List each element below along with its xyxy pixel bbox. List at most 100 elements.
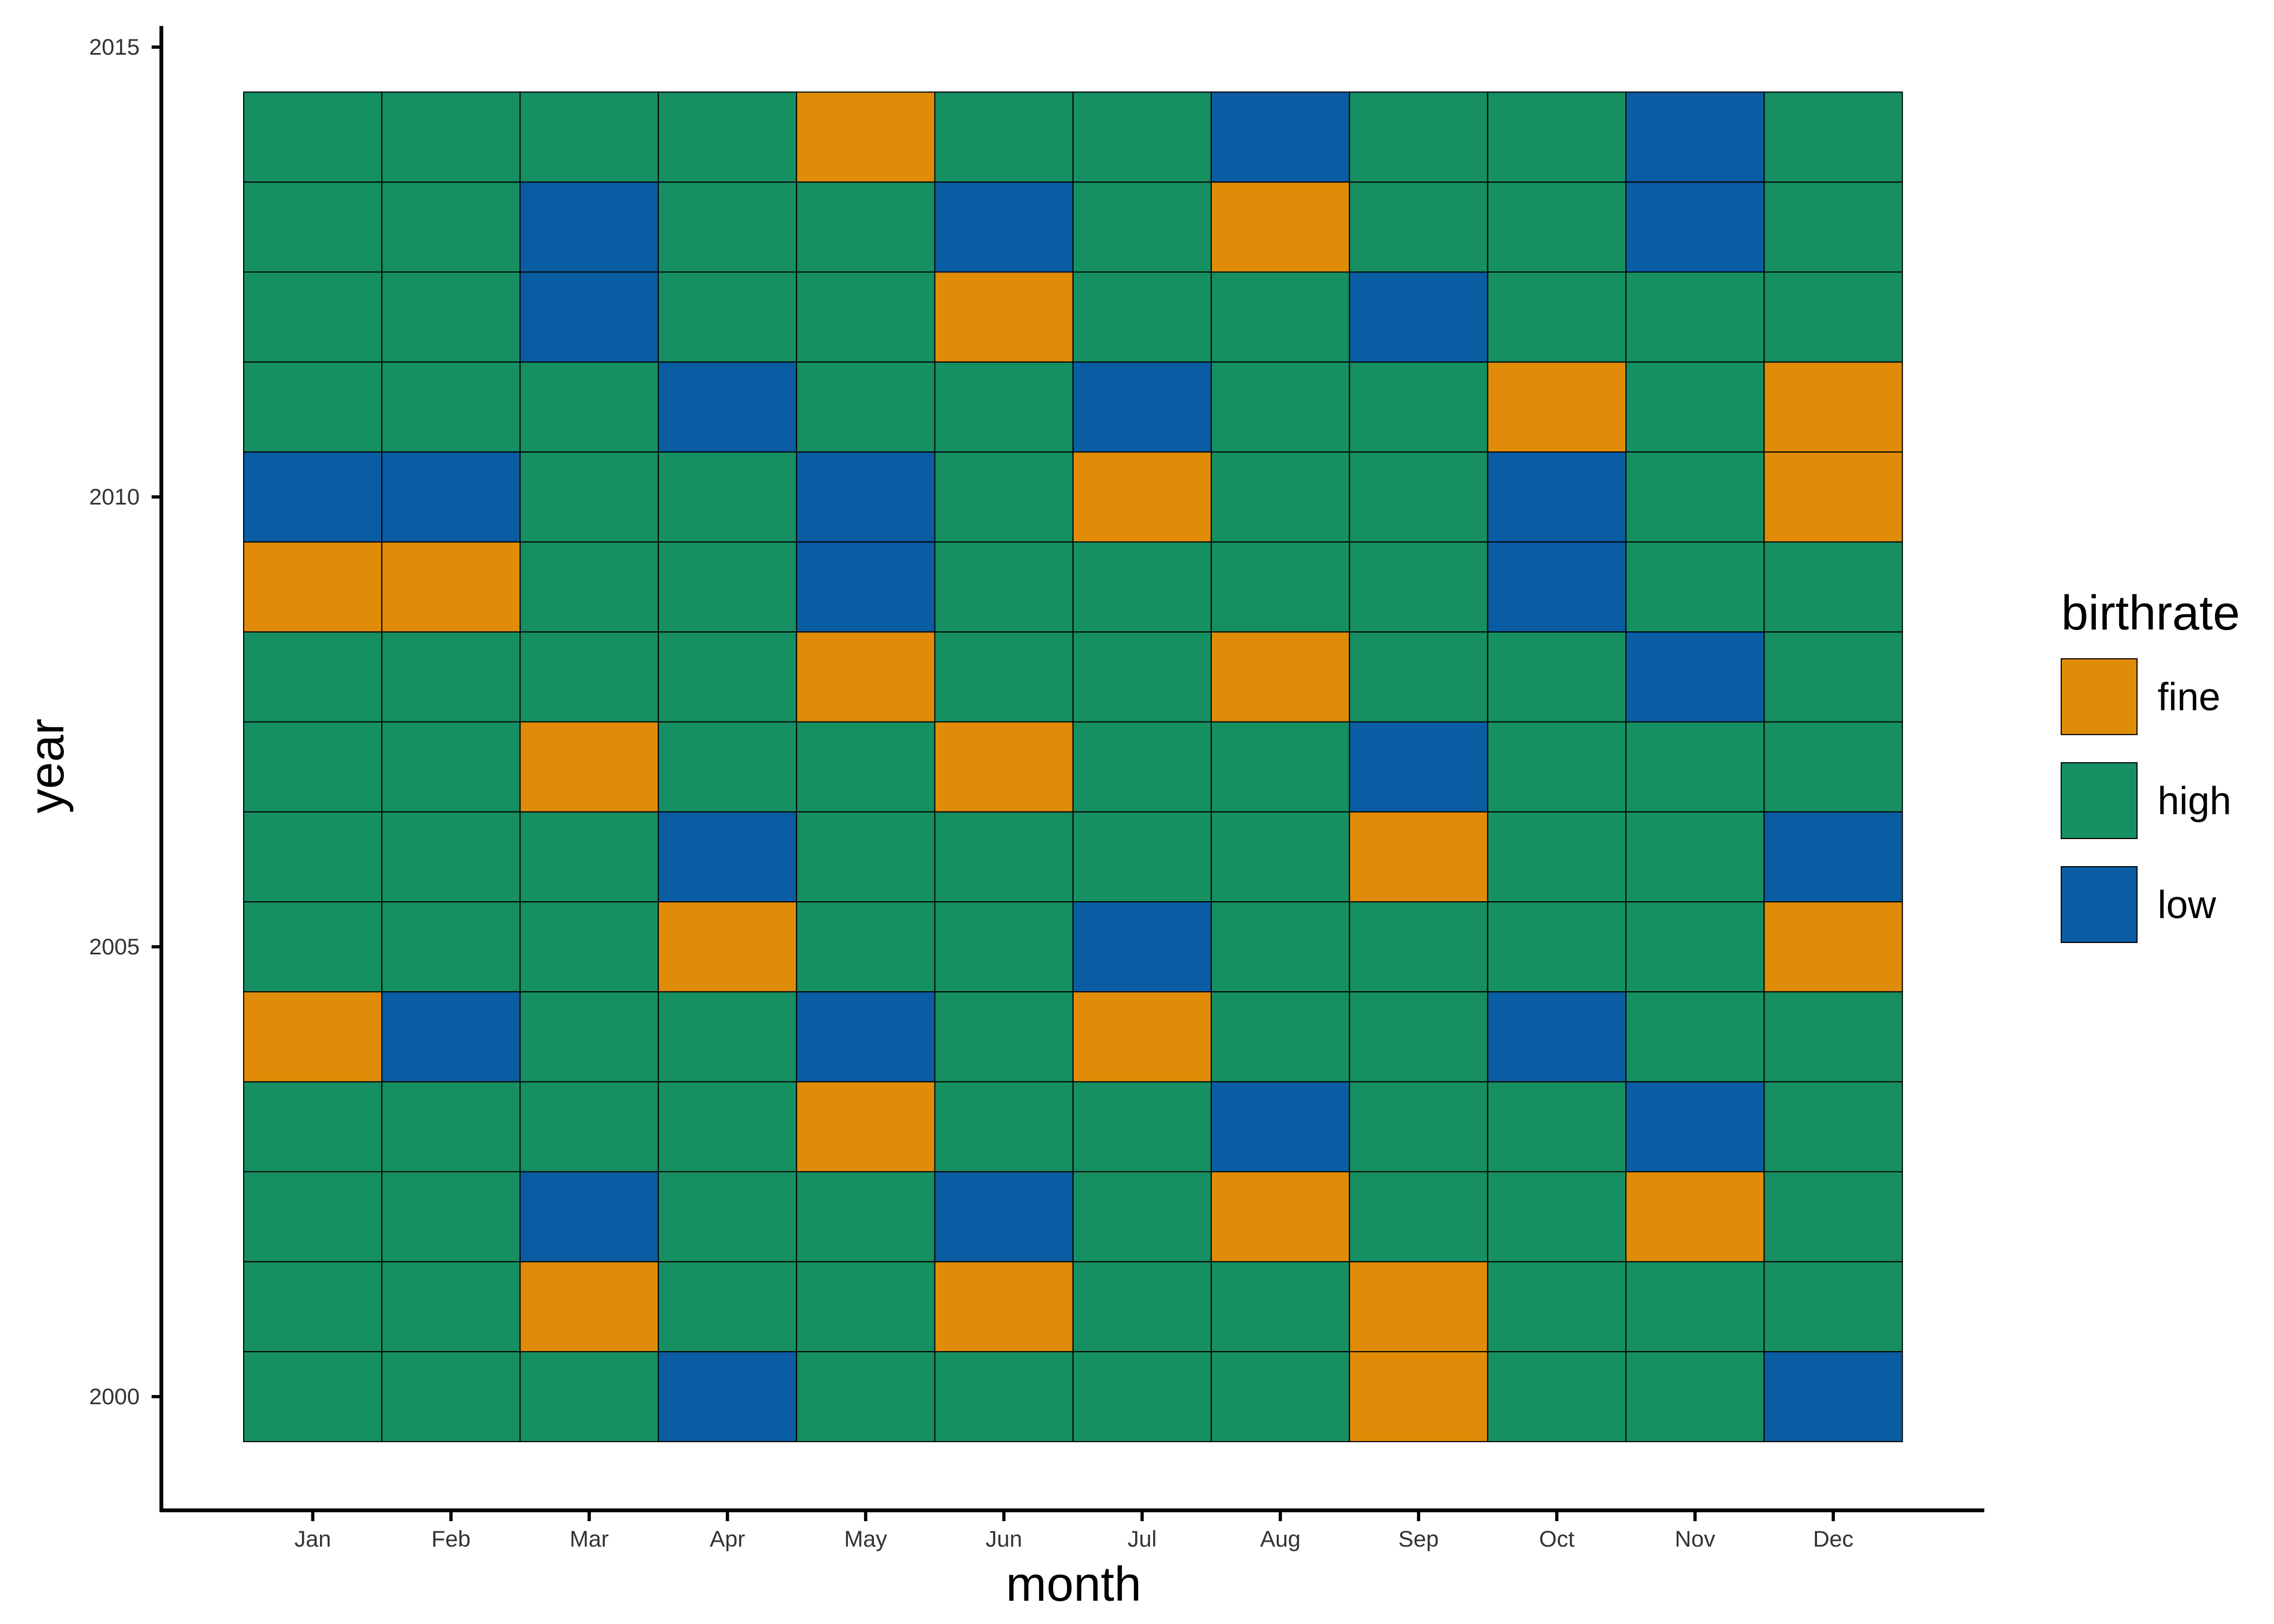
heatmap-cell-2008-Jun: [934, 631, 1074, 723]
heatmap-cell-2009-Apr: [657, 541, 798, 633]
legend-label-fine: fine: [2158, 676, 2220, 719]
heatmap-cell-2014-Dec: [1763, 91, 1903, 183]
heatmap-cell-2011-Apr: [657, 361, 798, 453]
heatmap-cell-2012-Jul: [1072, 271, 1212, 363]
heatmap-cell-2007-Jul: [1072, 721, 1212, 813]
heatmap-cell-2013-Jun: [934, 181, 1074, 273]
heatmap-cell-2000-Jun: [934, 1351, 1074, 1443]
heatmap-cell-2005-Jan: [243, 901, 383, 993]
heatmap-cell-2010-Feb: [381, 451, 521, 543]
heatmap-cell-2002-Oct: [1487, 1171, 1626, 1262]
x-tick-label-may: May: [844, 1526, 887, 1551]
heatmap-cell-2007-Mar: [519, 721, 659, 813]
heatmap-cell-2004-Mar: [519, 991, 659, 1083]
heatmap-cell-2007-Jan: [243, 721, 383, 813]
legend-swatch-low: [2061, 866, 2138, 943]
heatmap-cell-2003-Sep: [1349, 1081, 1488, 1173]
heatmap-cell-2005-Nov: [1625, 901, 1765, 993]
heatmap-cell-2003-Jan: [243, 1081, 383, 1173]
heatmap-cell-2012-Aug: [1211, 271, 1350, 363]
heatmap-cell-2006-Feb: [381, 811, 521, 902]
heatmap-cell-2012-Sep: [1349, 271, 1488, 363]
heatmap-cell-2000-Aug: [1211, 1351, 1350, 1443]
legend-label-high: high: [2158, 780, 2231, 823]
heatmap-cell-2003-Dec: [1763, 1081, 1903, 1173]
x-tick-label-jan: Jan: [295, 1526, 331, 1551]
heatmap-cell-2000-Mar: [519, 1351, 659, 1443]
heatmap-tiles: [243, 91, 1903, 1443]
heatmap-cell-2003-Oct: [1487, 1081, 1626, 1173]
heatmap-cell-2011-Sep: [1349, 361, 1488, 453]
y-tick-label: 2000: [89, 1384, 140, 1409]
heatmap-cell-2007-Sep: [1349, 721, 1488, 813]
heatmap-cell-2000-Apr: [657, 1351, 798, 1443]
heatmap-cell-2009-Jul: [1072, 541, 1212, 633]
heatmap-cell-2000-Feb: [381, 1351, 521, 1443]
heatmap-cell-2013-Jul: [1072, 181, 1212, 273]
heatmap-cell-2014-Oct: [1487, 91, 1626, 183]
x-axis-ticks: Jan Feb Mar Apr May Jun Jul Aug Sep Oct Nov Dec: [295, 1512, 1853, 1551]
heatmap-cell-2008-Sep: [1349, 631, 1488, 723]
heatmap-cell-2002-Nov: [1625, 1171, 1765, 1262]
heatmap-cell-2001-Aug: [1211, 1261, 1350, 1352]
legend-swatch-high: [2061, 762, 2138, 839]
heatmap-cell-2002-Jan: [243, 1171, 383, 1262]
heatmap-cell-2012-May: [796, 271, 936, 363]
heatmap-cell-2006-Jan: [243, 811, 383, 902]
heatmap-cell-2011-Jun: [934, 361, 1074, 453]
heatmap-cell-2005-Sep: [1349, 901, 1488, 993]
heatmap-cell-2004-Jan: [243, 991, 383, 1083]
heatmap-cell-2004-Jul: [1072, 991, 1212, 1083]
heatmap-cell-2004-Nov: [1625, 991, 1765, 1083]
heatmap-cell-2008-Oct: [1487, 631, 1626, 723]
heatmap-cell-2008-Mar: [519, 631, 659, 723]
heatmap-cell-2009-Mar: [519, 541, 659, 633]
heatmap-cell-2006-Jun: [934, 811, 1074, 902]
heatmap-cell-2014-Mar: [519, 91, 659, 183]
heatmap-cell-2011-Mar: [519, 361, 659, 453]
heatmap-cell-2008-Jan: [243, 631, 383, 723]
heatmap-cell-2005-Aug: [1211, 901, 1350, 993]
heatmap-cell-2006-Aug: [1211, 811, 1350, 902]
x-tick-label-jul: Jul: [1128, 1526, 1157, 1551]
heatmap-cell-2000-Sep: [1349, 1351, 1488, 1443]
x-axis-title: month: [1006, 1557, 1141, 1612]
heatmap-cell-2010-Jan: [243, 451, 383, 543]
heatmap-cell-2014-Apr: [657, 91, 798, 183]
heatmap-cell-2008-Feb: [381, 631, 521, 723]
heatmap-cell-2006-May: [796, 811, 936, 902]
heatmap-cell-2011-Jul: [1072, 361, 1212, 453]
heatmap-cell-2013-Nov: [1625, 181, 1765, 273]
heatmap-cell-2009-Nov: [1625, 541, 1765, 633]
y-axis-title: year: [20, 718, 74, 813]
heatmap-cell-2003-Apr: [657, 1081, 798, 1173]
heatmap-cell-2005-Apr: [657, 901, 798, 993]
heatmap-cell-2005-Oct: [1487, 901, 1626, 993]
heatmap-cell-2010-Jun: [934, 451, 1074, 543]
heatmap-cell-2013-Aug: [1211, 181, 1350, 273]
heatmap-cell-2007-Dec: [1763, 721, 1903, 813]
heatmap-cell-2013-Sep: [1349, 181, 1488, 273]
heatmap-cell-2006-Nov: [1625, 811, 1765, 902]
heatmap-cell-2011-Feb: [381, 361, 521, 453]
legend-items: fine high low: [2061, 658, 2231, 943]
heatmap-cell-2008-Nov: [1625, 631, 1765, 723]
heatmap-cell-2005-Jul: [1072, 901, 1212, 993]
heatmap-cell-2002-Feb: [381, 1171, 521, 1262]
heatmap-cell-2012-Apr: [657, 271, 798, 363]
heatmap-cell-2003-Jul: [1072, 1081, 1212, 1173]
heatmap-cell-2001-Dec: [1763, 1261, 1903, 1352]
heatmap-cell-2012-Mar: [519, 271, 659, 363]
x-tick-label-feb: Feb: [432, 1526, 471, 1551]
heatmap-cell-2002-Jul: [1072, 1171, 1212, 1262]
heatmap-cell-2002-Sep: [1349, 1171, 1488, 1262]
heatmap-cell-2011-Dec: [1763, 361, 1903, 453]
heatmap-cell-2014-Sep: [1349, 91, 1488, 183]
legend: birthrate fine high low: [2061, 586, 2240, 943]
heatmap-cell-2004-Sep: [1349, 991, 1488, 1083]
heatmap-cell-2003-Jun: [934, 1081, 1074, 1173]
axes: [159, 26, 1984, 1512]
heatmap-cell-2005-Feb: [381, 901, 521, 993]
heatmap-cell-2011-Jan: [243, 361, 383, 453]
